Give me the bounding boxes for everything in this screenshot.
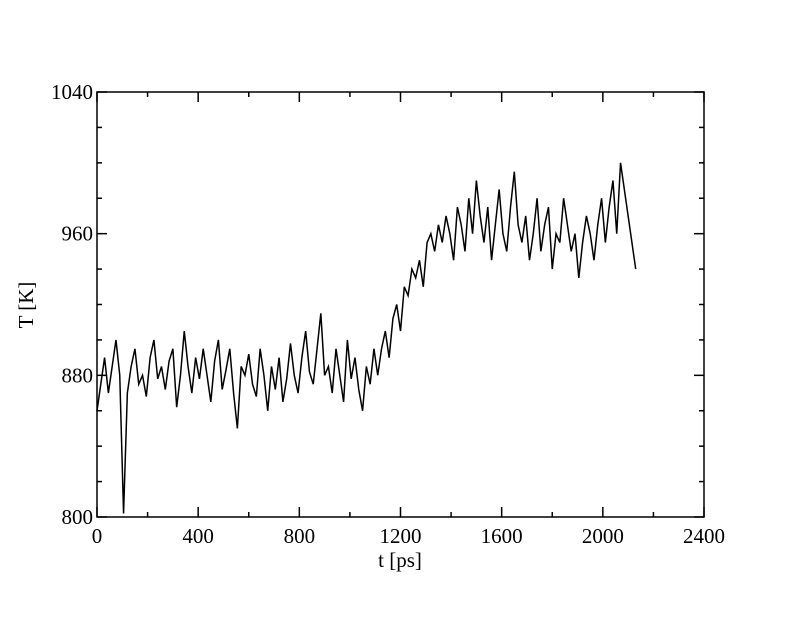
y-tick-label: 880 (62, 363, 94, 387)
x-tick-label: 400 (182, 524, 214, 548)
data-line (96, 162, 637, 514)
x-tick-label: 800 (284, 524, 316, 548)
y-tick-label: 800 (62, 505, 94, 529)
plot-frame (96, 91, 705, 518)
x-tick-label: 0 (92, 524, 103, 548)
x-axis-label: t [ps] (378, 548, 422, 572)
y-tick-label: 960 (62, 222, 94, 246)
y-axis-label: T [K] (14, 282, 38, 329)
x-tick-label: 1200 (380, 524, 422, 548)
x-tick-label: 1600 (481, 524, 523, 548)
x-tick-label: 2000 (582, 524, 624, 548)
x-tick-label: 2400 (683, 524, 725, 548)
y-tick-label: 1040 (51, 80, 93, 104)
